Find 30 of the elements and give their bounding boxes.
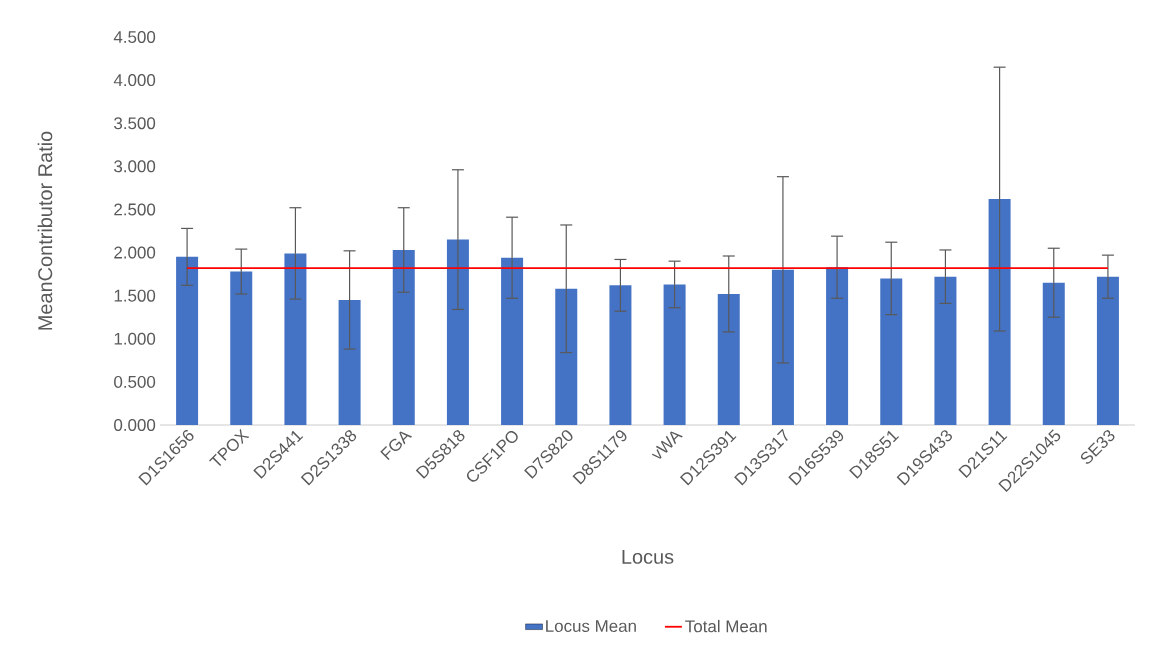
bar [826, 267, 849, 425]
bar [176, 256, 199, 425]
bar [230, 271, 253, 425]
bar [284, 253, 307, 425]
y-axis-title: MeanContributor Ratio [37, 131, 53, 330]
y-tick-label: 2.000 [114, 246, 156, 259]
y-tick-label: 2.500 [114, 203, 156, 216]
y-tick-label: 4.000 [113, 74, 156, 87]
y-tick-label: 0.000 [114, 419, 156, 431]
legend-label: Total Mean [685, 619, 767, 633]
y-tick-label: 0.500 [114, 375, 156, 388]
bar [338, 299, 361, 425]
bar [446, 239, 469, 425]
y-tick-label: 1.500 [114, 289, 156, 302]
x-axis-title: Locus [622, 549, 674, 564]
bar [934, 276, 957, 425]
legend-label: Locus Mean [546, 620, 636, 633]
bar [717, 293, 740, 425]
bar [501, 257, 524, 425]
bar [1042, 282, 1065, 425]
bar [663, 284, 686, 425]
bar [1096, 276, 1119, 425]
bar [555, 288, 578, 425]
y-tick-label: 3.500 [114, 117, 156, 130]
bar [609, 285, 632, 425]
y-tick-label: 1.000 [114, 332, 156, 345]
bar [880, 278, 903, 425]
bar [392, 249, 415, 425]
y-tick-label: 4.500 [113, 31, 156, 43]
y-tick-label: 3.000 [114, 160, 156, 173]
